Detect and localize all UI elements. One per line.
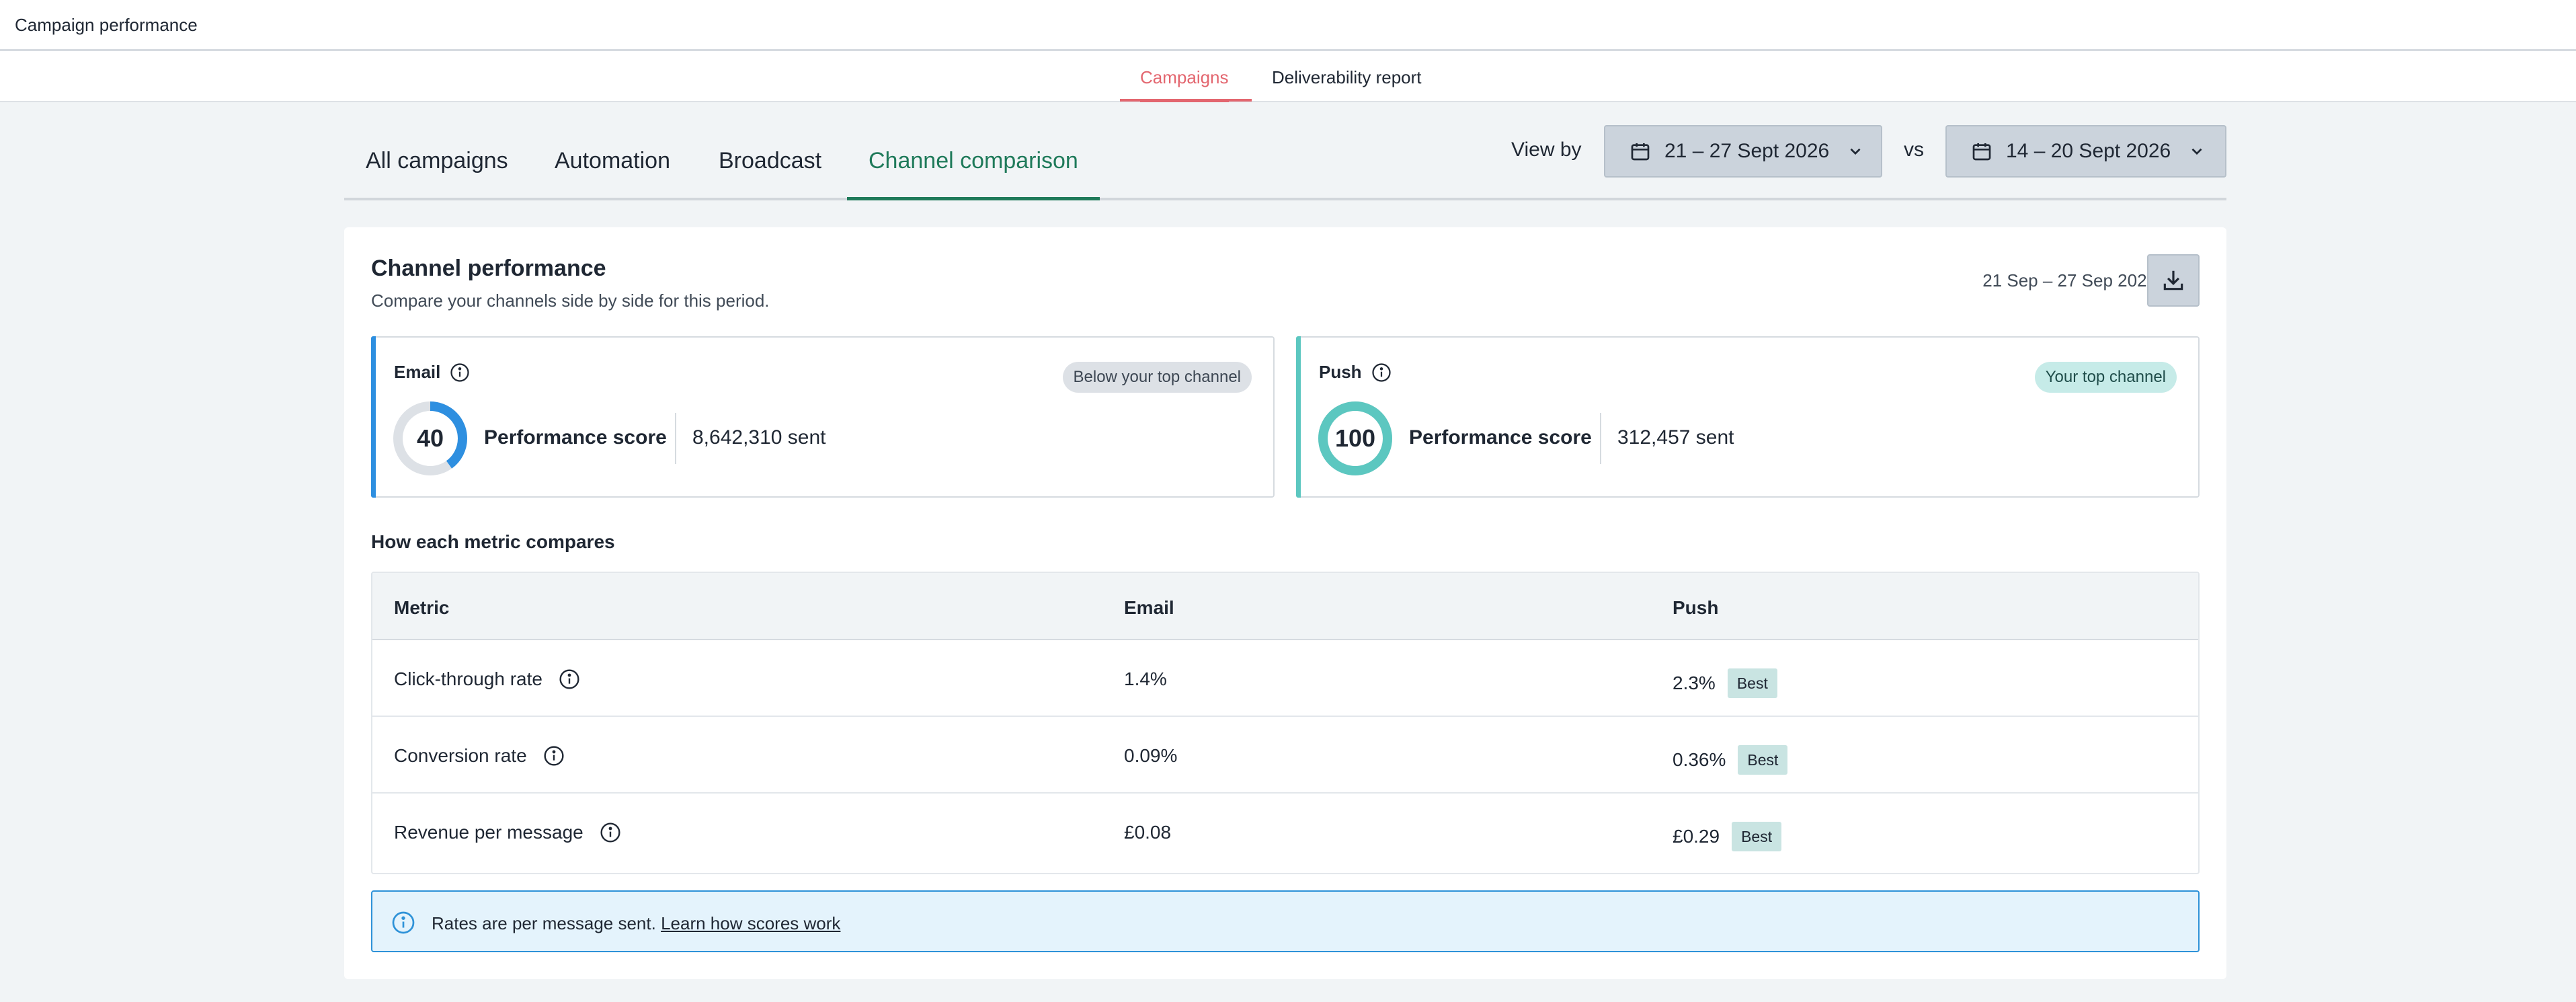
tab-channel-comparison[interactable]: Channel comparison (847, 148, 1100, 200)
table-row: Conversion rate 0.09% 0.36% Best (372, 717, 2198, 794)
score-ring-graphic (393, 401, 467, 475)
channel-badge: Below your top channel (1062, 362, 1252, 393)
channel-name: Push (1319, 362, 1392, 383)
score-value: 40 (416, 424, 444, 452)
divider (675, 413, 676, 464)
download-icon (2163, 270, 2183, 291)
email-value: £0.08 (1124, 822, 1172, 843)
score-ring: 100 (1316, 399, 1394, 477)
column-header-email: Email (1124, 597, 1174, 618)
card-title: Channel performance (371, 256, 606, 281)
subnav-tab-campaigns[interactable]: Campaigns (1140, 67, 1229, 102)
email-value: 1.4% (1124, 668, 1167, 689)
table-row: Revenue per message £0.08 £0.29 Best (372, 794, 2198, 870)
info-icon[interactable] (1371, 362, 1392, 383)
sub-navigation: Campaigns Deliverability report (0, 51, 2576, 102)
primary-date-range-button[interactable]: 21 – 27 Sept 2026 (1604, 125, 1882, 178)
table-header: Metric Email Push (372, 573, 2198, 640)
info-icon[interactable] (450, 362, 470, 383)
tab-broadcast[interactable]: Broadcast (719, 148, 822, 174)
channel-accent-bar (1296, 336, 1301, 498)
card-subtitle: Compare your channels side by side for t… (371, 291, 770, 311)
email-value: 0.09% (1124, 745, 1178, 766)
score-value: 100 (1334, 424, 1376, 452)
info-icon[interactable] (600, 822, 621, 843)
sent-count: 312,457 sent (1617, 426, 1734, 449)
channel-card-email: Email Below your top channel 40 Performa… (371, 336, 1275, 498)
channel-performance-card: Channel performance Compare your channel… (344, 227, 2226, 979)
info-icon[interactable] (559, 668, 580, 690)
calendar-icon (1972, 143, 1991, 161)
primary-date-range-label: 21 – 27 Sept 2026 (1664, 140, 1830, 162)
divider (1600, 413, 1601, 464)
push-value: 0.36% Best (1673, 745, 1788, 775)
info-icon (392, 911, 415, 934)
channel-name: Email (394, 362, 470, 383)
score-ring: 40 (391, 399, 469, 477)
subnav-tab-deliverability-report[interactable]: Deliverability report (1272, 67, 1422, 87)
info-text: Rates are per message sent. Learn how sc… (432, 913, 841, 933)
best-badge: Best (1732, 822, 1782, 851)
metric-name: Revenue per message (394, 822, 621, 843)
score-ring-graphic (1318, 401, 1392, 475)
card-date-range: 21 Sep – 27 Sep 2026 (1982, 270, 2157, 291)
score-label: Performance score (484, 426, 667, 449)
subnav-active-indicator (1120, 99, 1252, 102)
app-title: Campaign performance (15, 15, 198, 35)
score-label: Performance score (1409, 426, 1592, 449)
tabs-row: All campaigns Automation Broadcast Chann… (344, 102, 2226, 200)
metrics-section-title: How each metric compares (371, 531, 615, 552)
column-header-push: Push (1673, 597, 1719, 618)
tab-all-campaigns[interactable]: All campaigns (366, 148, 508, 174)
channel-card-push: Push Your top channel 100 Performance sc… (1296, 336, 2200, 498)
main-tabs: All campaigns Automation Broadcast Chann… (344, 102, 2226, 200)
channel-badge: Your top channel (2034, 362, 2177, 393)
metrics-table: Metric Email Push Click-through rate 1.4… (371, 572, 2200, 874)
best-badge: Best (1727, 668, 1777, 698)
compare-date-range-button[interactable]: 14 – 20 Sept 2026 (1945, 125, 2226, 178)
learn-scores-link[interactable]: Learn how scores work (661, 913, 841, 933)
compare-date-range-label: 14 – 20 Sept 2026 (2006, 140, 2171, 162)
tab-automation[interactable]: Automation (555, 148, 670, 174)
chevron-down-icon (2191, 148, 2202, 155)
info-icon[interactable] (543, 745, 565, 767)
chevron-down-icon (1850, 148, 1861, 155)
top-bar: Campaign performance (0, 0, 2576, 51)
table-row: Click-through rate 1.4% 2.3% Best (372, 640, 2198, 717)
calendar-icon (1631, 143, 1650, 161)
metric-name: Click-through rate (394, 668, 580, 690)
view-by-label: View by (1511, 139, 1582, 161)
best-badge: Best (1738, 745, 1788, 775)
channel-accent-bar (371, 336, 376, 498)
vs-label: vs (1904, 139, 1924, 161)
push-value: 2.3% Best (1673, 668, 1777, 698)
push-value: £0.29 Best (1673, 822, 1782, 851)
column-header-metric: Metric (394, 597, 450, 618)
info-banner: Rates are per message sent. Learn how sc… (371, 890, 2200, 952)
download-button[interactable] (2147, 254, 2200, 307)
metric-name: Conversion rate (394, 745, 565, 767)
sent-count: 8,642,310 sent (692, 426, 826, 449)
